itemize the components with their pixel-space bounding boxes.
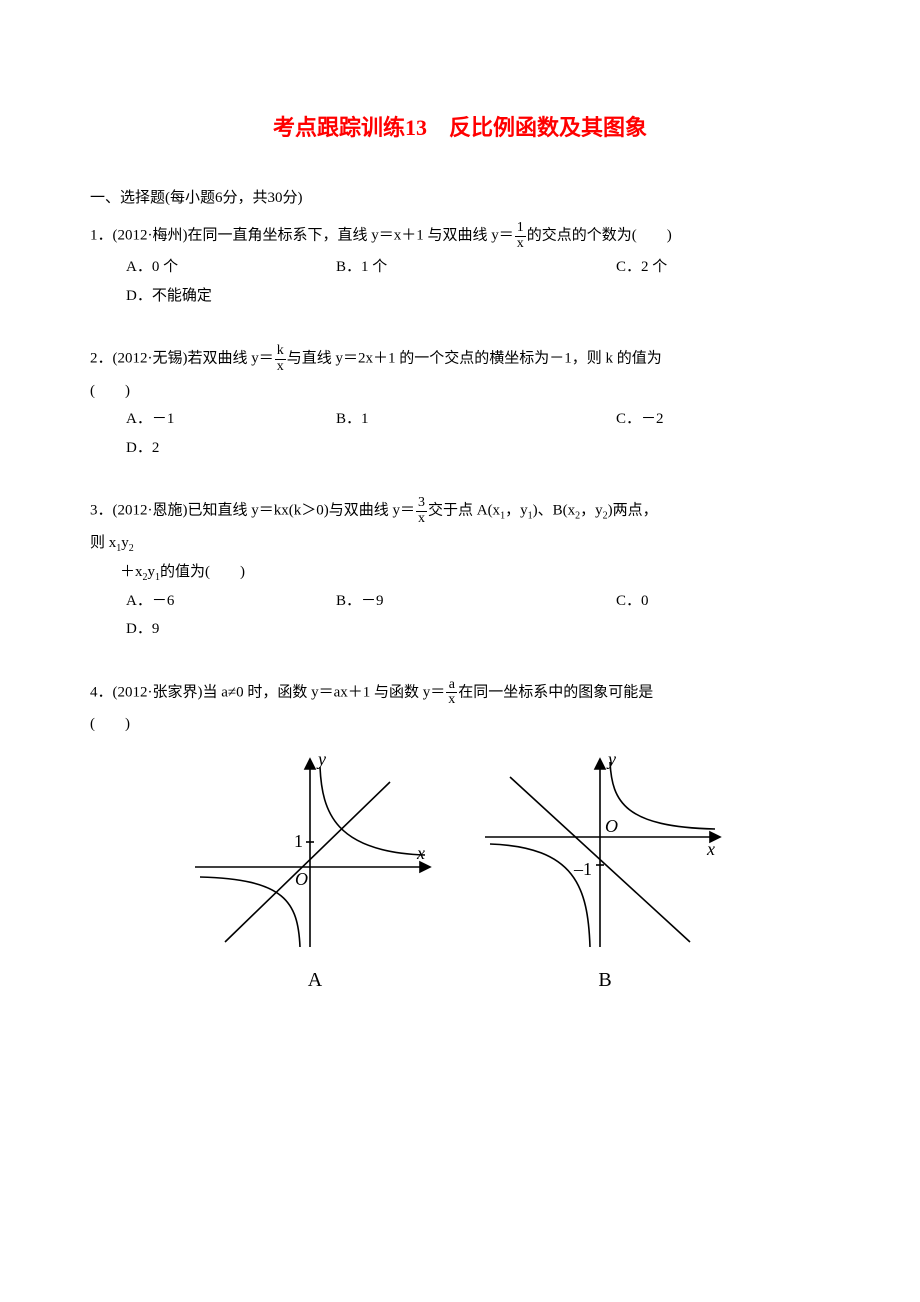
page-title: 考点跟踪训练13 反比例函数及其图象 <box>90 110 830 142</box>
q1-frac-num: 1 <box>515 221 526 237</box>
q2-opt-c: C．－2 <box>616 405 826 434</box>
graph-a-svg: 1 O y x <box>185 747 445 957</box>
q3-opt-a: A．－6 <box>126 587 336 616</box>
q3-stem-e: ，y <box>580 503 603 519</box>
q3-line3b: y <box>148 564 156 580</box>
graph-b-ylabel: y <box>606 749 616 769</box>
graph-b-xlabel: x <box>706 839 715 859</box>
q2-fraction: kx <box>275 344 286 374</box>
q3-opt-c: C．0 <box>616 587 826 616</box>
section-header: 一、选择题(每小题6分，共30分) <box>90 186 830 207</box>
q3-stem-c: ，y <box>505 503 528 519</box>
q4-stem: 4．(2012·张家界)当 a≠0 时，函数 y＝ax＋1 与函数 y＝ax在同… <box>90 678 830 708</box>
q3-line2: 则 x1y2 <box>90 529 830 558</box>
q1-opt-a: A．0 个 <box>126 253 336 282</box>
q4-stem-c: ( ) <box>90 710 830 739</box>
q2-stem-c: ( ) <box>90 377 830 406</box>
q1-fraction: 1x <box>515 221 526 251</box>
graph-a-xlabel: x <box>416 843 425 863</box>
q4-frac-num: a <box>446 678 457 694</box>
q3-line2a: 则 x <box>90 535 116 551</box>
graph-a-ylabel: y <box>316 749 326 769</box>
graph-b-tick: –1 <box>573 859 592 879</box>
q2-opt-a: A．－1 <box>126 405 336 434</box>
q1-options: A．0 个 B．1 个 C．2 个 D．不能确定 <box>90 253 830 310</box>
q1-opt-c: C．2 个 <box>616 253 826 282</box>
q2-opt-b: B．1 <box>336 405 616 434</box>
q3-stem-b: 交于点 A(x <box>428 503 500 519</box>
q3-frac-num: 3 <box>416 496 427 512</box>
q4-fraction: ax <box>446 678 457 708</box>
graph-a-caption: A <box>185 961 445 999</box>
q2-frac-num: k <box>275 344 286 360</box>
q3-l2s2: 2 <box>129 543 134 554</box>
q2-frac-den: x <box>275 360 286 375</box>
q3-options: A．－6 B．－9 C．0 D．9 <box>90 587 830 644</box>
q3-stem-f: )两点， <box>608 503 658 519</box>
question-3: 3．(2012·恩施)已知直线 y＝kx(k＞0)与双曲线 y＝3x交于点 A(… <box>90 496 830 643</box>
graph-b-origin: O <box>605 816 618 836</box>
q2-options: A．－1 B．1 C．－2 D．2 <box>90 405 830 462</box>
q4-graph-a: 1 O y x A <box>185 747 445 999</box>
graph-b-svg: –1 O y x <box>475 747 735 957</box>
question-1: 1．(2012·梅州)在同一直角坐标系下，直线 y＝x＋1 与双曲线 y＝1x的… <box>90 221 830 310</box>
q1-opt-b: B．1 个 <box>336 253 616 282</box>
q3-fraction: 3x <box>416 496 427 526</box>
q3-line3: ＋x2y1的值为( ) <box>90 558 830 587</box>
q3-opt-b: B．－9 <box>336 587 616 616</box>
q2-stem-a: 2．(2012·无锡)若双曲线 y＝ <box>90 351 274 367</box>
q3-stem-d: )、B(x <box>533 503 576 519</box>
q1-stem-b: 的交点的个数为( ) <box>527 228 672 244</box>
page: 考点跟踪训练13 反比例函数及其图象 一、选择题(每小题6分，共30分) 1．(… <box>0 0 920 1302</box>
q3-frac-den: x <box>416 512 427 527</box>
q4-graphs: 1 O y x A <box>90 747 830 999</box>
q1-frac-den: x <box>515 237 526 252</box>
q4-frac-den: x <box>446 693 457 708</box>
q4-stem-b: 在同一坐标系中的图象可能是 <box>458 684 653 700</box>
q3-line3c: 的值为( ) <box>160 564 245 580</box>
q1-stem-a: 1．(2012·梅州)在同一直角坐标系下，直线 y＝x＋1 与双曲线 y＝ <box>90 228 514 244</box>
q3-line2b: y <box>121 535 129 551</box>
q2-stem: 2．(2012·无锡)若双曲线 y＝kx与直线 y＝2x＋1 的一个交点的横坐标… <box>90 344 830 374</box>
q4-stem-a: 4．(2012·张家界)当 a≠0 时，函数 y＝ax＋1 与函数 y＝ <box>90 684 445 700</box>
graph-a-origin: O <box>295 869 308 889</box>
q3-opt-d: D．9 <box>126 615 406 644</box>
graph-b-caption: B <box>475 961 735 999</box>
q4-graph-b: –1 O y x B <box>475 747 735 999</box>
q2-stem-b: 与直线 y＝2x＋1 的一个交点的横坐标为－1，则 k 的值为 <box>287 351 662 367</box>
q2-opt-d: D．2 <box>126 434 406 463</box>
q3-stem: 3．(2012·恩施)已知直线 y＝kx(k＞0)与双曲线 y＝3x交于点 A(… <box>90 496 830 526</box>
graph-a-tick: 1 <box>294 831 303 851</box>
question-2: 2．(2012·无锡)若双曲线 y＝kx与直线 y＝2x＋1 的一个交点的横坐标… <box>90 344 830 462</box>
q3-stem-a: 3．(2012·恩施)已知直线 y＝kx(k＞0)与双曲线 y＝ <box>90 503 415 519</box>
question-4: 4．(2012·张家界)当 a≠0 时，函数 y＝ax＋1 与函数 y＝ax在同… <box>90 678 830 999</box>
q1-stem: 1．(2012·梅州)在同一直角坐标系下，直线 y＝x＋1 与双曲线 y＝1x的… <box>90 221 830 251</box>
q3-line3a: ＋x <box>90 564 143 580</box>
q1-opt-d: D．不能确定 <box>126 282 406 311</box>
